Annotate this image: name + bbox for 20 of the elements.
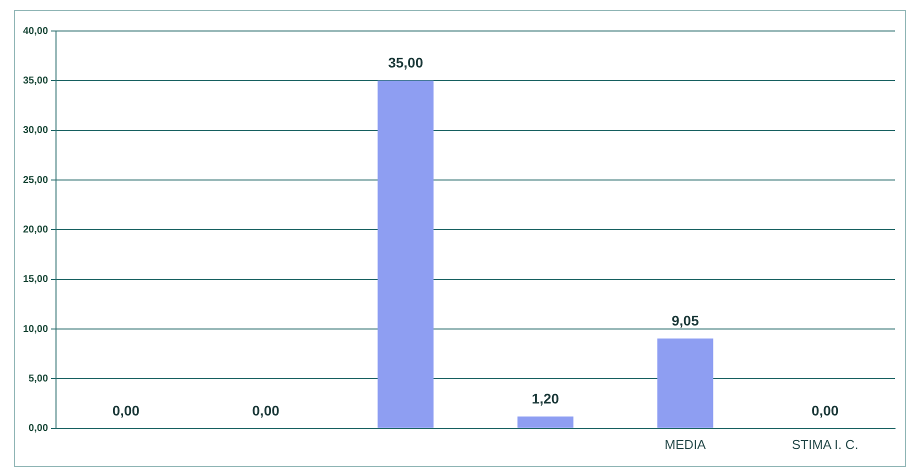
data-label: 9,05: [672, 312, 700, 328]
data-label: 1,20: [532, 390, 560, 406]
y-tick-label: 0,00: [28, 423, 48, 434]
data-label: 0,00: [252, 402, 280, 418]
y-tick-label: 15,00: [22, 274, 48, 286]
data-label: 0,00: [811, 402, 839, 418]
bar: [378, 80, 434, 428]
y-tick-label: 20,00: [22, 224, 48, 236]
y-tick-label: 30,00: [22, 125, 48, 136]
y-tick-label: 10,00: [22, 324, 48, 335]
x-tick-label: STIMA I. C.: [792, 436, 858, 452]
y-tick-label: 5,00: [28, 373, 48, 384]
bar: [657, 338, 714, 428]
data-label: 0,00: [112, 402, 140, 418]
x-tick-label: MEDIA: [664, 436, 706, 452]
bar: [517, 416, 574, 428]
y-tick-label: 40,00: [22, 26, 48, 37]
y-tick-label: 25,00: [22, 174, 48, 186]
data-label: 35,00: [388, 54, 424, 71]
y-tick-label: 35,00: [22, 75, 48, 86]
